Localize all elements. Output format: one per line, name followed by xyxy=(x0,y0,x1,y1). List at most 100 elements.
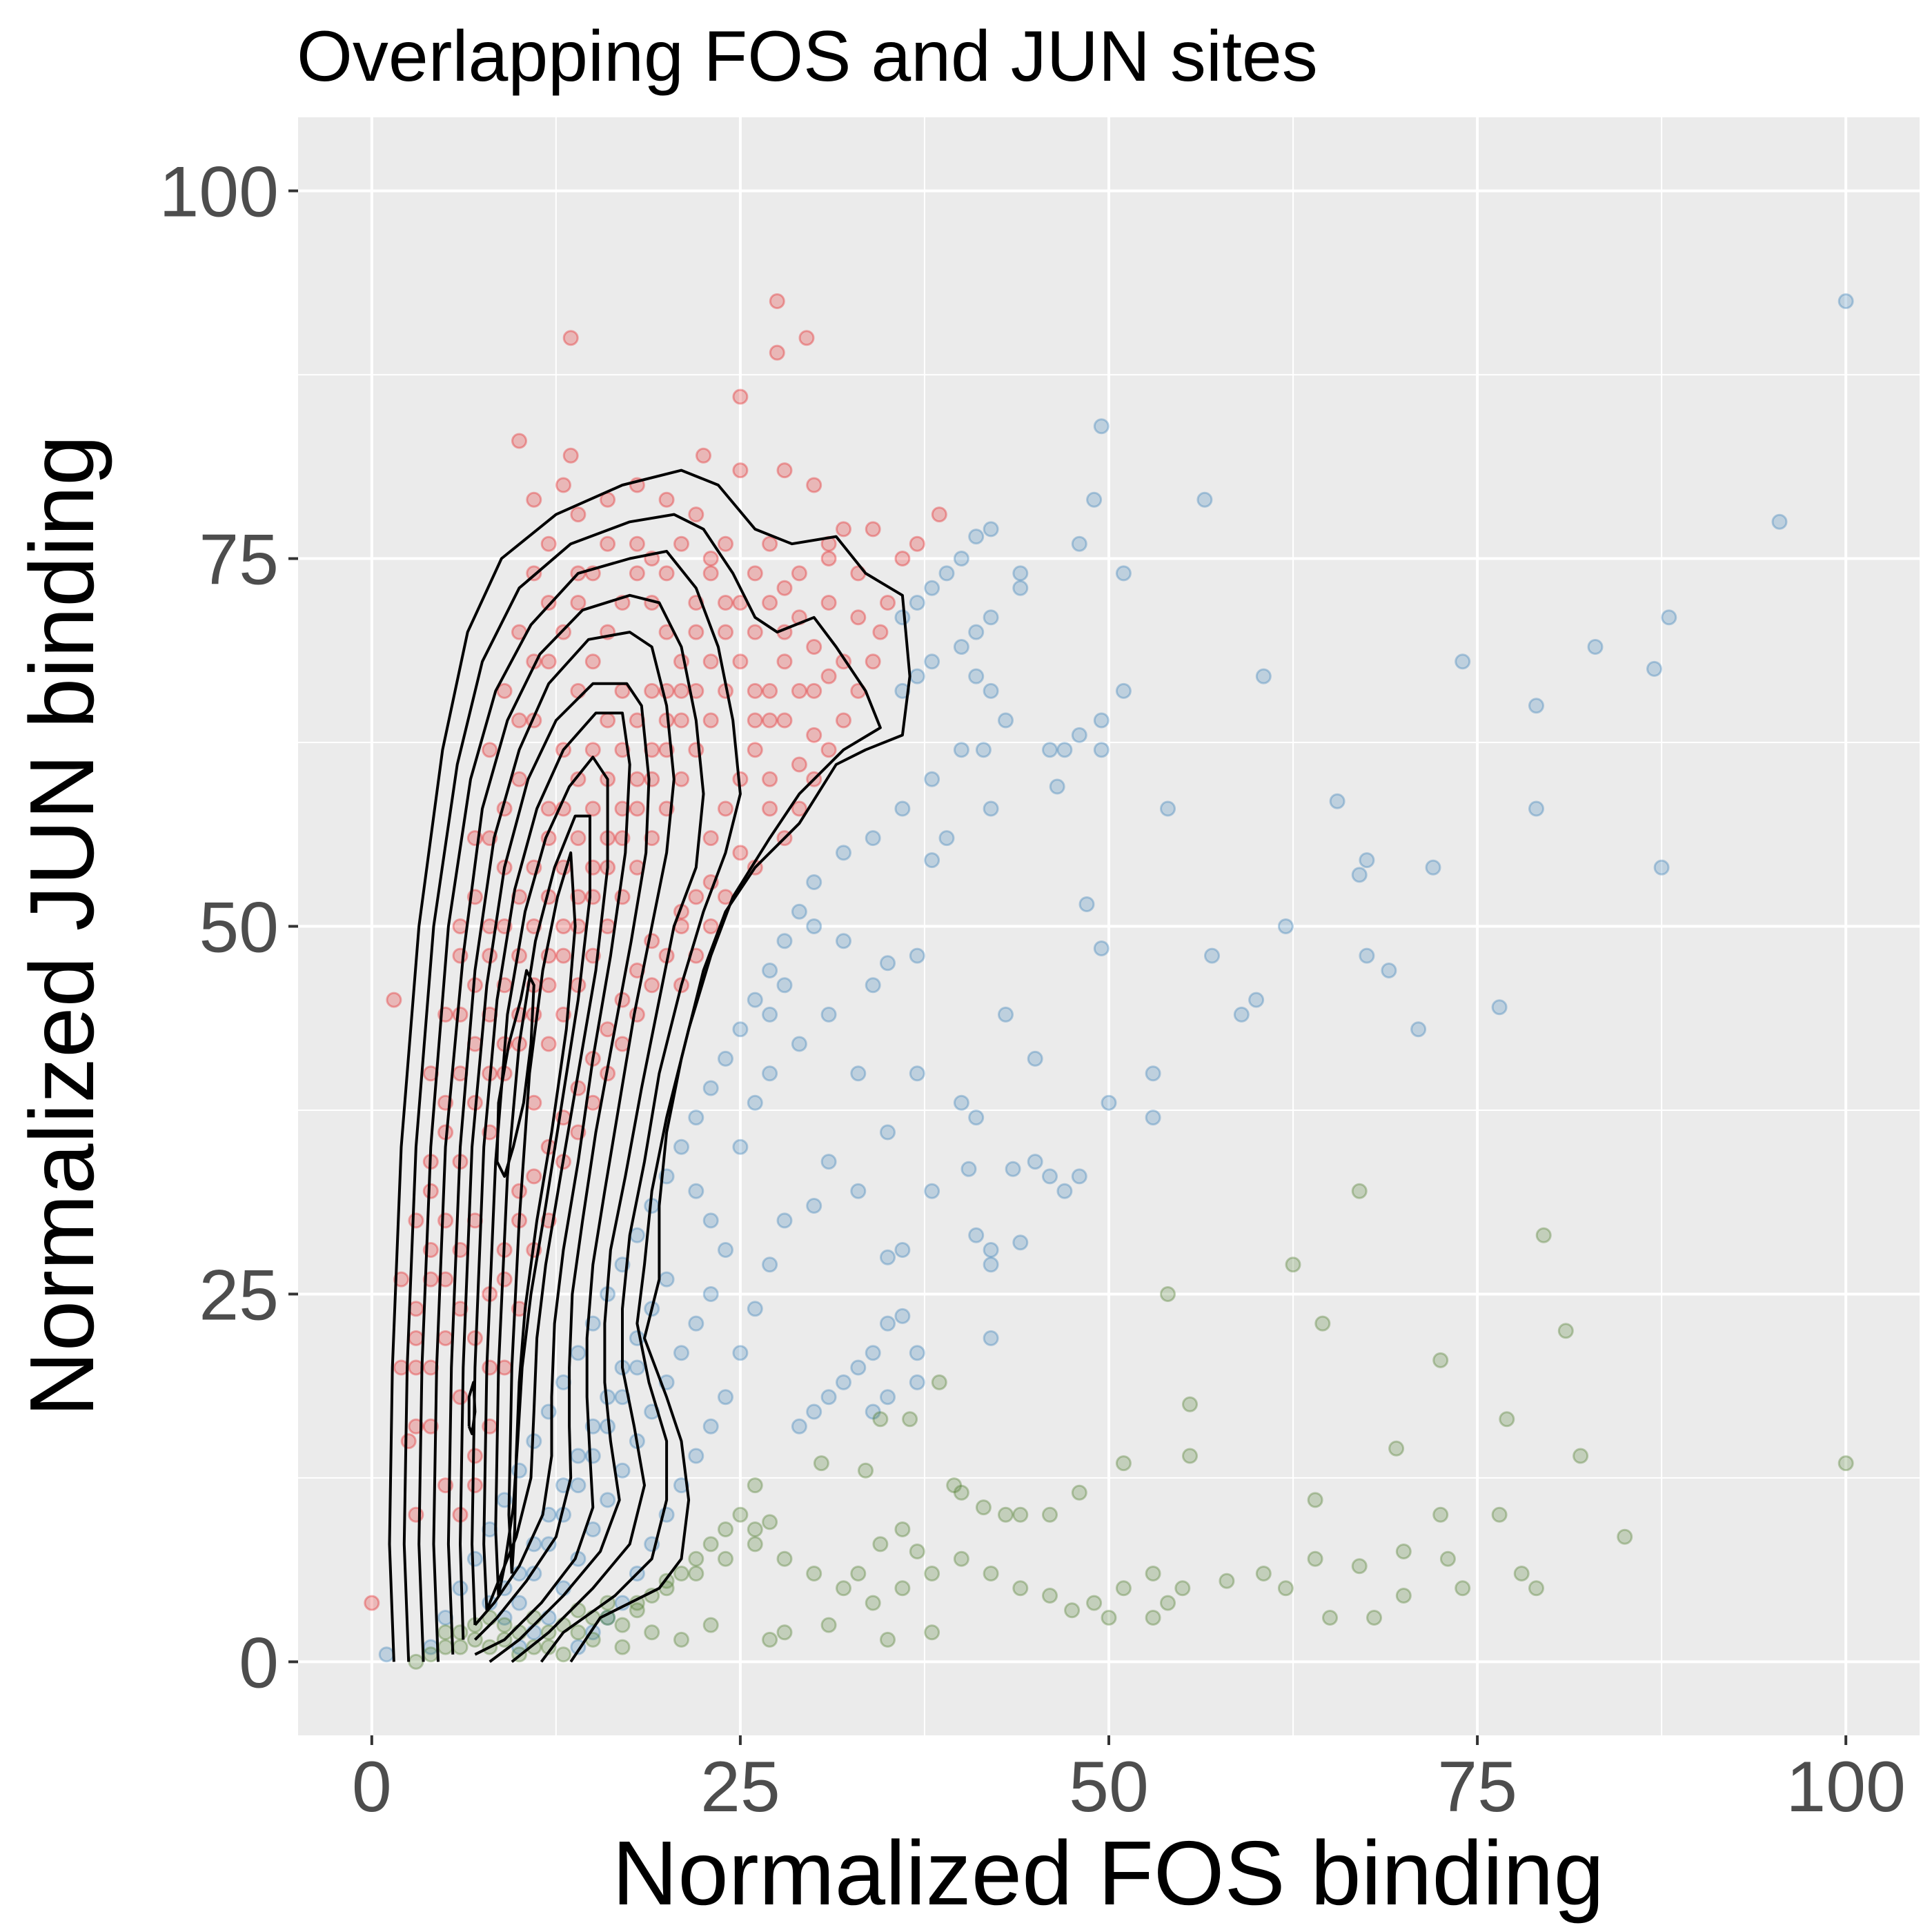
data-point xyxy=(806,1198,822,1214)
data-point xyxy=(452,1639,469,1655)
data-point xyxy=(482,742,498,758)
data-point xyxy=(1255,668,1272,684)
data-point xyxy=(673,712,689,729)
data-point xyxy=(718,595,733,611)
data-point xyxy=(658,1271,675,1288)
data-point xyxy=(1617,1528,1633,1545)
data-point xyxy=(732,1345,749,1361)
data-point xyxy=(570,1080,586,1096)
data-point xyxy=(732,845,749,861)
data-point xyxy=(1071,727,1087,743)
data-point xyxy=(865,1345,881,1361)
data-point xyxy=(909,595,925,611)
data-point xyxy=(562,447,579,464)
data-point xyxy=(894,1521,911,1537)
data-point xyxy=(924,1624,940,1641)
data-point xyxy=(540,653,557,670)
data-point xyxy=(747,565,763,582)
data-point xyxy=(570,1602,586,1619)
data-point xyxy=(909,947,925,964)
data-point xyxy=(688,624,704,640)
data-point xyxy=(1587,639,1604,655)
data-point xyxy=(836,845,851,861)
data-point xyxy=(732,653,749,670)
contour-line xyxy=(388,469,911,1663)
data-point xyxy=(1359,947,1375,964)
data-point xyxy=(526,1624,542,1641)
data-point xyxy=(437,1624,454,1641)
data-point xyxy=(511,433,527,449)
x-axis-title: Normalized FOS binding xyxy=(612,1822,1604,1924)
data-point xyxy=(644,682,660,699)
data-point xyxy=(1174,1580,1191,1597)
data-point xyxy=(806,918,822,934)
data-point xyxy=(820,1389,837,1406)
data-point xyxy=(1351,1183,1368,1199)
data-point xyxy=(1661,609,1677,626)
data-point xyxy=(614,1617,631,1633)
data-point xyxy=(1160,1595,1176,1611)
contour-line xyxy=(495,969,535,1178)
data-point xyxy=(865,653,881,670)
data-point xyxy=(776,712,793,729)
data-point xyxy=(762,682,778,699)
data-point xyxy=(482,1359,498,1376)
data-point xyxy=(732,1506,749,1523)
data-point xyxy=(1233,1006,1250,1023)
data-point xyxy=(762,595,778,611)
data-point xyxy=(769,293,785,309)
data-point xyxy=(762,1514,778,1530)
data-point xyxy=(688,1110,704,1126)
data-point xyxy=(570,1448,586,1464)
contour-line xyxy=(471,711,631,1626)
data-point xyxy=(1277,918,1294,934)
data-point xyxy=(872,1411,889,1428)
data-point xyxy=(1557,1323,1574,1339)
data-point xyxy=(806,727,822,743)
data-point xyxy=(452,1006,469,1023)
data-point xyxy=(386,992,402,1008)
data-point xyxy=(1528,698,1544,714)
data-point xyxy=(437,1639,454,1655)
data-point xyxy=(584,1448,601,1464)
data-point xyxy=(865,521,881,538)
data-point xyxy=(584,742,601,758)
data-point xyxy=(364,1595,380,1611)
data-point xyxy=(931,506,947,523)
data-point xyxy=(1064,1602,1081,1619)
data-point xyxy=(718,800,733,817)
data-point xyxy=(702,830,719,847)
data-point xyxy=(540,595,557,611)
data-point xyxy=(600,1021,616,1038)
data-point xyxy=(762,771,778,787)
data-point xyxy=(1160,800,1176,817)
data-point xyxy=(968,624,985,640)
data-point xyxy=(850,1065,867,1082)
data-point xyxy=(1145,1065,1161,1082)
data-point xyxy=(629,800,645,817)
contour-line xyxy=(417,549,742,1663)
data-point xyxy=(946,1477,963,1494)
data-point xyxy=(378,1646,395,1663)
data-point xyxy=(644,830,660,847)
data-point xyxy=(732,388,749,405)
data-point xyxy=(820,551,837,566)
data-point xyxy=(894,551,911,566)
data-point xyxy=(540,1403,557,1420)
data-point xyxy=(452,1389,469,1406)
x-tick-label: 0 xyxy=(352,1747,392,1827)
data-point xyxy=(584,859,601,876)
data-point xyxy=(1314,1315,1331,1332)
data-point xyxy=(968,1110,985,1126)
data-point xyxy=(718,535,733,552)
data-point xyxy=(953,742,969,758)
data-point xyxy=(813,1455,829,1472)
data-point xyxy=(1086,491,1103,508)
data-point xyxy=(688,1550,704,1567)
data-point xyxy=(836,1374,851,1390)
data-point xyxy=(1771,513,1788,530)
data-point xyxy=(1329,793,1346,809)
data-point xyxy=(555,1646,571,1663)
data-point xyxy=(1410,1021,1427,1038)
data-point xyxy=(1366,1610,1382,1626)
